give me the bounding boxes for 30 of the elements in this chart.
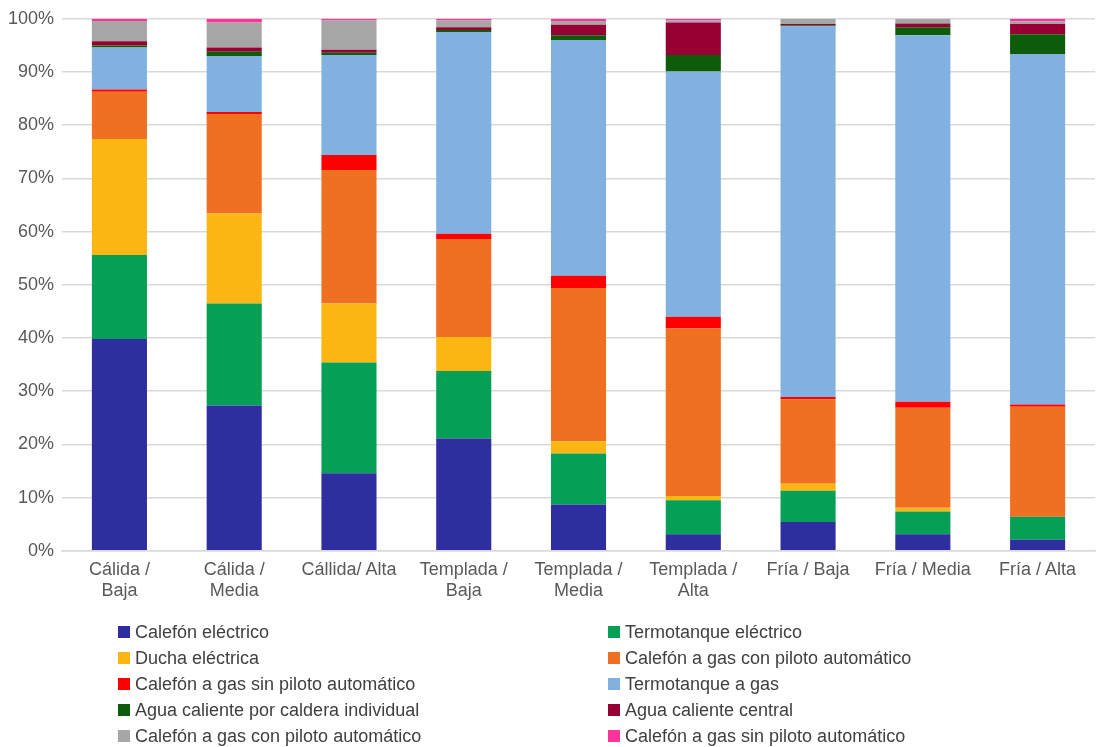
y-tick-label: 10% [18, 486, 55, 507]
y-tick-label: 60% [18, 220, 55, 241]
legend-label: Calefón a gas sin piloto automático [135, 673, 416, 695]
x-tick-label: Cállida/ Alta [301, 558, 398, 579]
y-tick-label: 80% [18, 114, 55, 135]
y-tick-label: 70% [18, 167, 55, 188]
legend-label: Calefón a gas sin piloto automático [625, 725, 906, 747]
x-tick-label: Templada / Baja [419, 558, 508, 601]
legend-label: Calefón eléctrico [135, 621, 270, 643]
legend-label: Calefón a gas con piloto automático [625, 647, 912, 669]
y-tick-label: 20% [18, 433, 55, 454]
x-tick-label: Fría / Alta [999, 558, 1078, 579]
x-tick-label: Cálida / Baja [88, 558, 150, 601]
x-tick-label: Fría / Media [874, 558, 972, 579]
legend-label: Calefón a gas con piloto automático [135, 725, 422, 747]
y-tick-label: 40% [18, 326, 55, 347]
x-tick-label: Cálida / Media [203, 558, 265, 601]
x-tick-label: Templada / Media [534, 558, 623, 601]
legend-label: Agua caliente central [625, 699, 794, 721]
legend-label: Agua caliente por caldera individual [135, 699, 420, 721]
y-tick-label: 100% [7, 7, 55, 28]
y-tick-label: 30% [18, 380, 55, 401]
y-tick-label: 90% [18, 60, 55, 81]
legend-label: Ducha eléctrica [135, 647, 260, 669]
legend-label: Termotanque eléctrico [625, 621, 803, 643]
y-tick-label: 50% [18, 273, 55, 294]
x-tick-label: Fría / Baja [766, 558, 851, 579]
legend-label: Termotanque a gas [625, 673, 780, 695]
x-tick-label: Templada / Alta [649, 558, 738, 601]
y-tick-label: 0% [28, 539, 55, 560]
